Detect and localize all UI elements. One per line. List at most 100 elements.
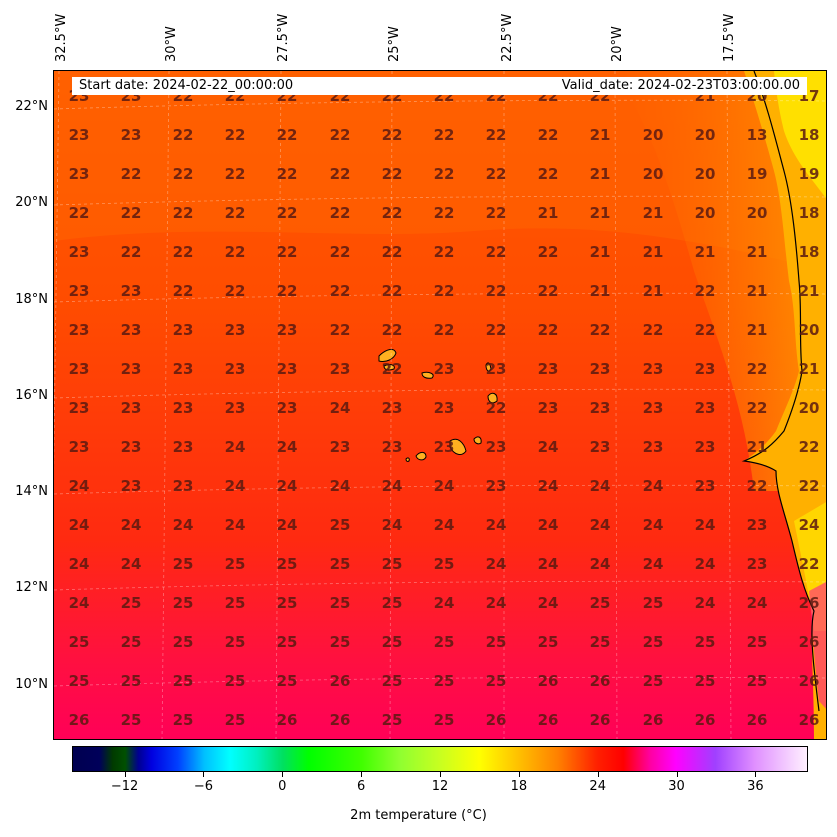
temperature-value: 24 xyxy=(538,438,559,456)
colorbar-tick-label: −12 xyxy=(110,779,139,794)
temperature-value: 23 xyxy=(69,399,90,417)
temperature-value: 22 xyxy=(382,360,403,378)
temperature-value: 25 xyxy=(173,594,194,612)
temperature-value: 23 xyxy=(121,399,142,417)
temperature-value: 23 xyxy=(434,360,455,378)
colorbar-tick-label: 30 xyxy=(668,779,685,794)
temperature-value: 22 xyxy=(277,126,298,144)
temperature-value: 26 xyxy=(69,711,90,729)
temperature-value: 21 xyxy=(747,243,768,261)
temperature-value: 22 xyxy=(486,321,507,339)
temperature-value: 24 xyxy=(277,438,298,456)
temperature-value: 21 xyxy=(799,282,820,300)
temperature-value: 22 xyxy=(434,204,455,222)
temperature-value: 24 xyxy=(695,594,716,612)
temperature-value: 22 xyxy=(486,204,507,222)
temperature-value: 21 xyxy=(643,204,664,222)
temperature-value: 24 xyxy=(747,594,768,612)
temperature-value: 25 xyxy=(277,633,298,651)
temperature-value: 21 xyxy=(747,321,768,339)
temperature-value: 22 xyxy=(799,477,820,495)
temperature-value: 25 xyxy=(121,711,142,729)
temperature-value: 22 xyxy=(173,243,194,261)
temperature-value: 22 xyxy=(277,243,298,261)
colorbar-tick xyxy=(282,772,284,777)
temperature-value: 25 xyxy=(69,633,90,651)
temperature-value: 20 xyxy=(747,204,768,222)
temperature-value: 24 xyxy=(643,555,664,573)
temperature-value: 21 xyxy=(590,204,611,222)
temperature-value: 25 xyxy=(121,594,142,612)
temperature-value: 23 xyxy=(225,321,246,339)
temperature-value: 24 xyxy=(225,438,246,456)
temperature-value: 25 xyxy=(173,633,194,651)
temperature-value: 24 xyxy=(799,516,820,534)
temperature-value: 25 xyxy=(695,633,716,651)
temperature-value: 23 xyxy=(486,360,507,378)
temperature-value: 26 xyxy=(643,711,664,729)
temperature-value: 22 xyxy=(330,243,351,261)
temperature-value: 24 xyxy=(434,516,455,534)
lon-label: 27.5°W xyxy=(276,13,291,62)
temperature-value: 22 xyxy=(486,243,507,261)
temperature-value: 23 xyxy=(121,282,142,300)
lon-label: 17.5°W xyxy=(722,13,737,62)
temperature-value: 26 xyxy=(799,672,820,690)
temperature-value: 22 xyxy=(330,165,351,183)
temperature-value: 24 xyxy=(330,477,351,495)
temperature-value: 22 xyxy=(225,282,246,300)
temperature-value: 25 xyxy=(225,555,246,573)
temperature-value: 23 xyxy=(538,360,559,378)
temperature-value: 21 xyxy=(643,243,664,261)
colorbar-tick-label: 36 xyxy=(747,779,764,794)
temperature-value: 22 xyxy=(225,204,246,222)
temperature-value: 22 xyxy=(173,204,194,222)
temperature-value: 23 xyxy=(382,438,403,456)
temperature-value: 25 xyxy=(173,672,194,690)
temperature-value: 23 xyxy=(121,321,142,339)
temperature-value: 22 xyxy=(382,243,403,261)
sahara-hot-spot xyxy=(774,71,826,199)
temperature-value: 24 xyxy=(121,555,142,573)
temperature-value: 24 xyxy=(695,516,716,534)
temperature-value: 22 xyxy=(747,360,768,378)
temperature-value: 22 xyxy=(538,321,559,339)
temperature-value: 25 xyxy=(382,672,403,690)
temperature-value: 23 xyxy=(277,360,298,378)
temperature-value: 23 xyxy=(69,438,90,456)
temperature-value: 22 xyxy=(173,282,194,300)
temperature-value: 23 xyxy=(695,360,716,378)
temperature-value: 23 xyxy=(173,477,194,495)
temperature-value: 24 xyxy=(538,516,559,534)
temperature-value: 23 xyxy=(643,399,664,417)
temperature-value: 23 xyxy=(382,399,403,417)
temperature-value: 24 xyxy=(434,594,455,612)
temperature-value: 18 xyxy=(799,126,820,144)
temperature-value: 22 xyxy=(695,282,716,300)
temperature-value: 22 xyxy=(173,165,194,183)
temperature-value: 23 xyxy=(486,438,507,456)
temperature-value: 22 xyxy=(747,477,768,495)
temperature-value: 23 xyxy=(747,516,768,534)
temperature-value: 23 xyxy=(173,399,194,417)
temperature-value: 21 xyxy=(538,204,559,222)
temperature-value: 24 xyxy=(590,555,611,573)
temperature-value: 22 xyxy=(277,204,298,222)
temperature-value: 22 xyxy=(434,165,455,183)
temperature-value: 22 xyxy=(121,165,142,183)
temperature-value: 23 xyxy=(173,321,194,339)
temperature-value: 24 xyxy=(643,477,664,495)
temperature-value: 22 xyxy=(121,204,142,222)
temperature-value: 25 xyxy=(434,555,455,573)
temperature-value: 24 xyxy=(538,594,559,612)
temperature-value: 23 xyxy=(590,360,611,378)
temperature-value: 26 xyxy=(330,672,351,690)
temperature-value: 22 xyxy=(434,243,455,261)
temperature-value: 23 xyxy=(69,321,90,339)
temperature-value: 26 xyxy=(486,711,507,729)
temperature-value: 24 xyxy=(225,477,246,495)
temperature-value: 22 xyxy=(486,165,507,183)
colorbar-tick-label: 6 xyxy=(357,779,366,794)
temperature-value: 21 xyxy=(590,126,611,144)
